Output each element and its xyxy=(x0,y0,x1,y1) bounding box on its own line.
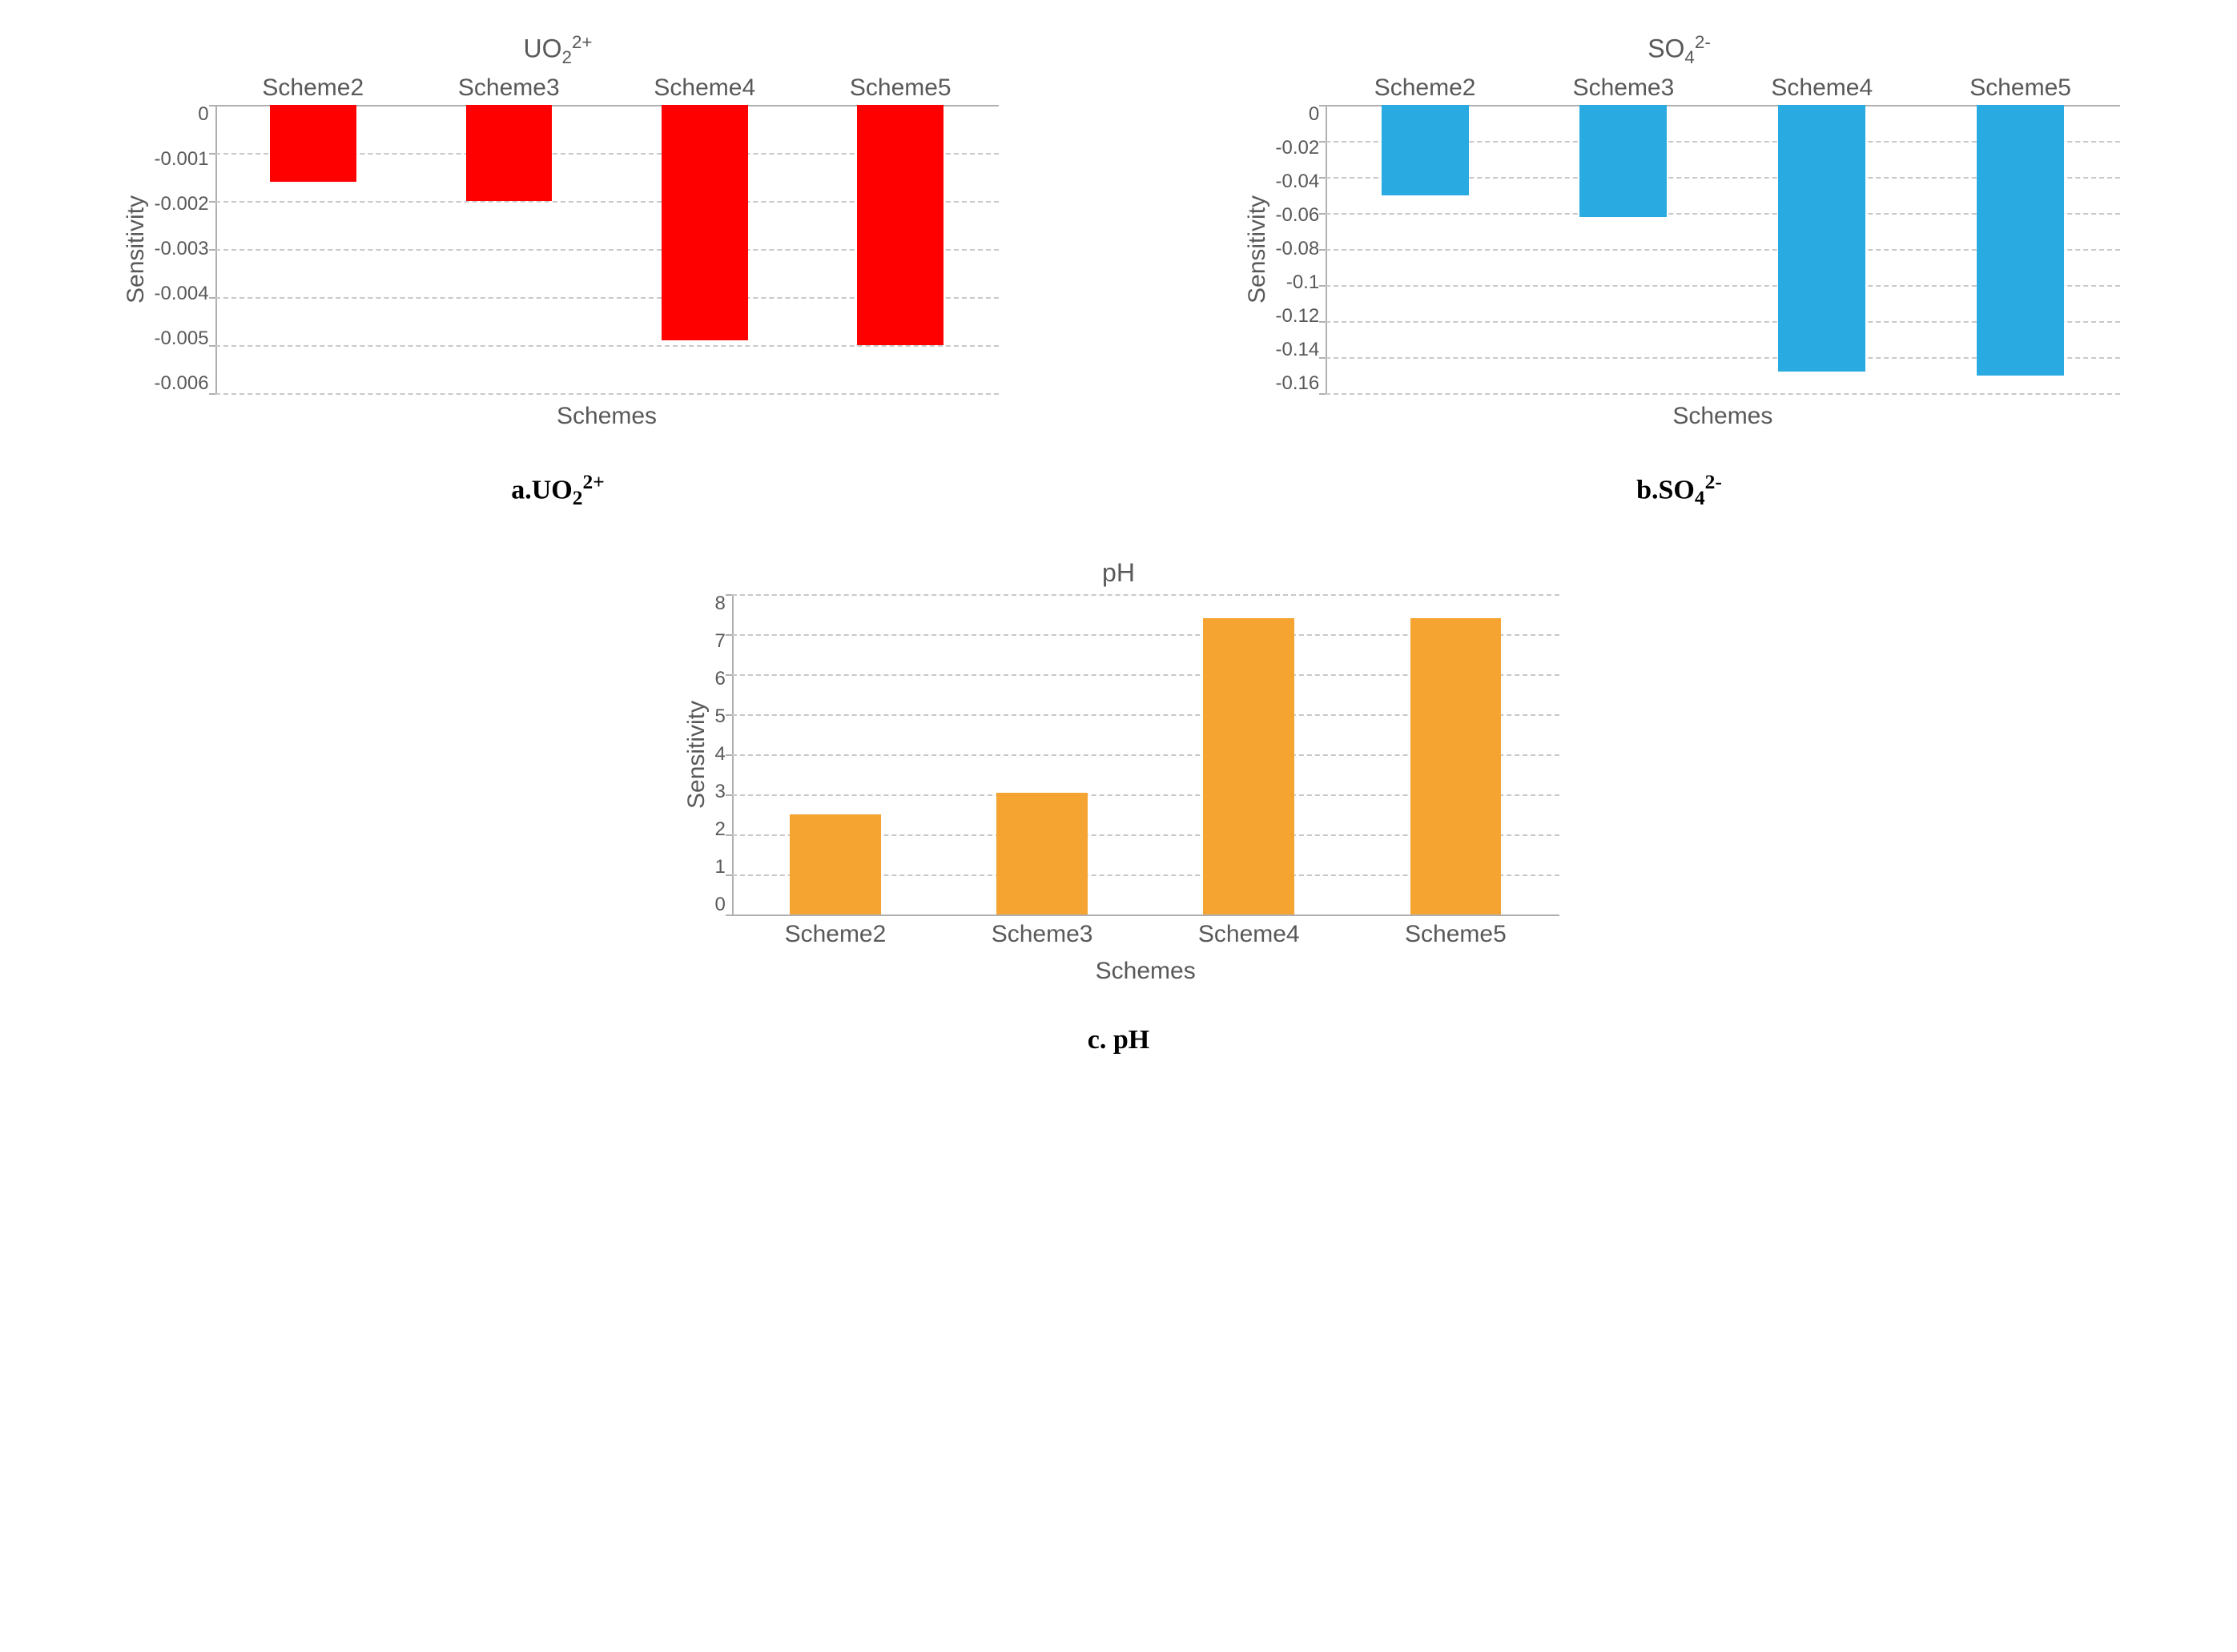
chart-a-plot-wrap: Sensitivity 0 -0.001 -0.002 -0.003 -0.004 -0.… xyxy=(118,105,999,393)
bar-column xyxy=(1326,105,1524,393)
bar-column xyxy=(732,594,939,914)
ytick-label: 1 xyxy=(715,858,726,877)
panel-b: SO42- Scheme2Scheme3Scheme4Scheme5 Sensi… xyxy=(1159,32,2200,510)
category-label: Scheme2 xyxy=(215,74,411,102)
bar-column xyxy=(1145,594,1352,914)
chart-a-plot xyxy=(215,105,999,393)
bar xyxy=(1410,618,1502,914)
bar xyxy=(857,105,943,345)
chart-c-plot xyxy=(732,594,1559,914)
chart-grid: UO22+ Scheme2Scheme3Scheme4Scheme5 Sensi… xyxy=(38,32,2200,1055)
bar xyxy=(1382,105,1469,195)
ytick-label: -0.02 xyxy=(1276,139,1320,158)
chart-c-plot-wrap: Sensitivity 8 7 6 5 4 3 2 1 0 xyxy=(678,594,1559,914)
chart-a-xlabel: Schemes xyxy=(215,403,999,430)
category-label: Scheme2 xyxy=(732,921,939,948)
chart-b-plot xyxy=(1326,105,2119,393)
chart-c-ylabel: Sensitivity xyxy=(678,594,715,914)
chart-c-category-labels: Scheme2Scheme3Scheme4Scheme5 xyxy=(732,921,1559,948)
bar xyxy=(662,105,748,340)
caption-c: c. pH xyxy=(1088,1025,1149,1055)
category-label: Scheme4 xyxy=(607,74,803,102)
chart-b: SO42- Scheme2Scheme3Scheme4Scheme5 Sensi… xyxy=(1239,32,2120,430)
ytick-label: 7 xyxy=(715,632,726,651)
chart-a-title: UO22+ xyxy=(118,32,999,68)
ytick-label: -0.16 xyxy=(1276,374,1320,393)
ytick-label: -0.006 xyxy=(155,374,209,393)
ytick-label: 0 xyxy=(715,895,726,914)
panel-c: pH Sensitivity 876543210 Scheme2Scheme3S… xyxy=(38,558,2200,1055)
bar xyxy=(1977,105,2064,376)
ytick-label: -0.003 xyxy=(155,239,209,259)
ytick-label: 3 xyxy=(715,782,726,802)
ytick-label: -0.005 xyxy=(155,329,209,348)
bar xyxy=(1579,105,1667,217)
category-label: Scheme2 xyxy=(1326,74,1524,102)
bar xyxy=(790,814,881,914)
bar-column xyxy=(215,105,411,393)
ytick-label: 4 xyxy=(715,745,726,764)
chart-b-title: SO42- xyxy=(1239,32,2120,68)
chart-b-yticks: 0 -0.02 -0.04 -0.06 -0.08 -0.1 -0.12 -0.14 -0.16 xyxy=(1276,105,1326,393)
chart-a-yticks: 0 -0.001 -0.002 -0.003 -0.004 -0.005 -0.006 xyxy=(155,105,215,393)
chart-b-category-labels: Scheme2Scheme3Scheme4Scheme5 xyxy=(1326,74,2119,102)
chart-b-ylabel: Sensitivity xyxy=(1239,105,1276,393)
ytick-label: -0.1 xyxy=(1286,273,1319,292)
category-label: Scheme3 xyxy=(1524,74,1723,102)
ytick-label: 2 xyxy=(715,820,726,839)
category-label: Scheme4 xyxy=(1145,921,1352,948)
chart-b-xlabel: Schemes xyxy=(1326,403,2119,430)
ytick-label: -0.001 xyxy=(155,150,209,169)
chart-c-xlabel: Schemes xyxy=(732,958,1559,985)
ytick-label: -0.14 xyxy=(1276,340,1320,360)
bar-column xyxy=(1921,105,2120,393)
ytick-label: 0 xyxy=(1309,105,1319,124)
bar xyxy=(996,793,1088,915)
category-label: Scheme5 xyxy=(803,74,998,102)
category-label: Scheme3 xyxy=(939,921,1145,948)
bar-column xyxy=(939,594,1145,914)
ytick-label: 8 xyxy=(715,594,726,613)
caption-a: a.UO22+ xyxy=(511,470,605,510)
bar xyxy=(270,105,356,182)
ytick-label: 5 xyxy=(715,707,726,726)
ytick-label: -0.004 xyxy=(155,284,209,303)
chart-a-category-labels: Scheme2Scheme3Scheme4Scheme5 xyxy=(215,74,999,102)
bar-column xyxy=(411,105,606,393)
ytick-label: 0 xyxy=(198,105,208,124)
ytick-label: -0.12 xyxy=(1276,307,1320,326)
bar-column xyxy=(1723,105,1921,393)
ytick-label: -0.06 xyxy=(1276,206,1320,225)
chart-c: pH Sensitivity 876543210 Scheme2Scheme3S… xyxy=(678,558,1559,985)
chart-a-ylabel: Sensitivity xyxy=(118,105,155,393)
ytick-label: -0.002 xyxy=(155,195,209,214)
bar xyxy=(1778,105,1865,372)
bar xyxy=(466,105,553,201)
category-label: Scheme4 xyxy=(1723,74,1921,102)
caption-b: b.SO42- xyxy=(1636,470,1722,510)
category-label: Scheme5 xyxy=(1352,921,1559,948)
chart-b-plot-wrap: Sensitivity 0 -0.02 -0.04 -0.06 -0.08 -0.1 -0.… xyxy=(1239,105,2120,393)
chart-a: UO22+ Scheme2Scheme3Scheme4Scheme5 Sensi… xyxy=(118,32,999,430)
category-label: Scheme3 xyxy=(411,74,606,102)
chart-c-title: pH xyxy=(678,558,1559,588)
bar xyxy=(1203,618,1294,914)
ytick-label: -0.08 xyxy=(1276,239,1320,259)
bar-column xyxy=(803,105,998,393)
bar-column xyxy=(607,105,803,393)
ytick-label: -0.04 xyxy=(1276,172,1320,191)
bar-column xyxy=(1352,594,1559,914)
ytick-label: 6 xyxy=(715,669,726,689)
panel-a: UO22+ Scheme2Scheme3Scheme4Scheme5 Sensi… xyxy=(38,32,1079,510)
category-label: Scheme5 xyxy=(1921,74,2120,102)
bar-column xyxy=(1524,105,1723,393)
